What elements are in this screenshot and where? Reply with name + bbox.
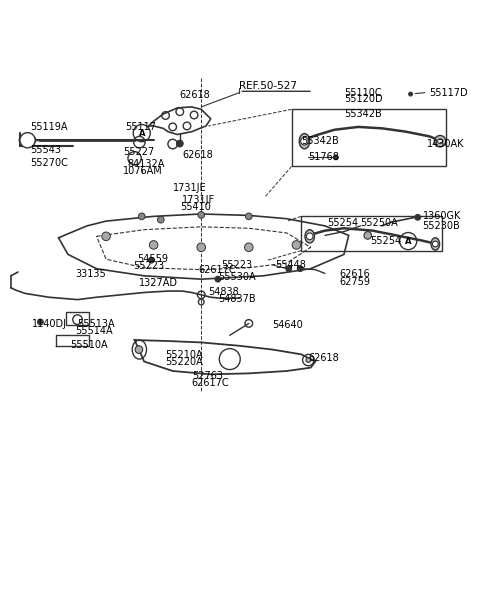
Circle shape bbox=[198, 211, 204, 218]
Text: 1327AD: 1327AD bbox=[139, 278, 179, 288]
Text: 55250A: 55250A bbox=[360, 219, 398, 228]
Text: 62618: 62618 bbox=[182, 150, 213, 159]
Text: 55254: 55254 bbox=[370, 236, 401, 246]
Text: 55230B: 55230B bbox=[422, 221, 460, 231]
Circle shape bbox=[408, 92, 412, 96]
Circle shape bbox=[438, 139, 443, 144]
Text: 62759: 62759 bbox=[339, 277, 370, 286]
Text: 55513A: 55513A bbox=[77, 320, 115, 329]
Text: 54838: 54838 bbox=[208, 288, 239, 298]
Text: 62617C: 62617C bbox=[199, 265, 237, 275]
Text: 55342B: 55342B bbox=[344, 109, 382, 119]
Text: 55530A: 55530A bbox=[218, 272, 255, 282]
Circle shape bbox=[148, 257, 154, 263]
Circle shape bbox=[20, 133, 35, 148]
Text: 55510A: 55510A bbox=[71, 340, 108, 350]
Text: 54559: 54559 bbox=[137, 254, 168, 264]
Circle shape bbox=[297, 266, 303, 272]
Text: 55543: 55543 bbox=[30, 145, 61, 155]
Text: 62618: 62618 bbox=[308, 353, 339, 362]
Text: 1731JE: 1731JE bbox=[173, 183, 206, 193]
Circle shape bbox=[215, 276, 221, 282]
Text: 84132A: 84132A bbox=[128, 159, 165, 169]
Text: 55227: 55227 bbox=[123, 147, 154, 157]
Text: 1140DJ: 1140DJ bbox=[32, 320, 67, 329]
Circle shape bbox=[306, 358, 311, 362]
Circle shape bbox=[286, 266, 292, 272]
Text: 62617C: 62617C bbox=[192, 378, 229, 388]
Text: 1731JF: 1731JF bbox=[182, 194, 216, 205]
Ellipse shape bbox=[431, 238, 440, 250]
Text: 55117: 55117 bbox=[125, 122, 156, 132]
Text: 55223: 55223 bbox=[133, 262, 165, 271]
Text: 55119A: 55119A bbox=[30, 122, 67, 132]
Circle shape bbox=[157, 216, 164, 223]
Text: A: A bbox=[405, 237, 411, 246]
Text: 55110C: 55110C bbox=[344, 88, 382, 98]
Circle shape bbox=[244, 243, 253, 251]
Text: 55254: 55254 bbox=[327, 217, 359, 228]
Circle shape bbox=[292, 240, 300, 249]
Text: 55220A: 55220A bbox=[166, 358, 204, 367]
Ellipse shape bbox=[299, 133, 310, 149]
Text: 55223: 55223 bbox=[221, 260, 252, 270]
Text: 62616: 62616 bbox=[339, 269, 370, 280]
Circle shape bbox=[432, 241, 438, 247]
Circle shape bbox=[245, 213, 252, 220]
Circle shape bbox=[306, 233, 313, 240]
Text: A: A bbox=[139, 129, 145, 138]
Text: 55210A: 55210A bbox=[166, 350, 203, 361]
Text: 55448: 55448 bbox=[275, 260, 306, 270]
Circle shape bbox=[434, 135, 446, 147]
Circle shape bbox=[300, 137, 308, 145]
Text: 33135: 33135 bbox=[75, 269, 106, 280]
Bar bbox=[292, 109, 446, 166]
Bar bbox=[66, 312, 89, 325]
Circle shape bbox=[364, 231, 372, 239]
Text: 55270C: 55270C bbox=[30, 158, 68, 167]
Circle shape bbox=[102, 232, 110, 240]
Text: 1360GK: 1360GK bbox=[422, 211, 461, 221]
Text: 52763: 52763 bbox=[192, 371, 223, 381]
Text: 54837B: 54837B bbox=[218, 294, 255, 304]
Text: 51768: 51768 bbox=[308, 152, 339, 162]
Text: 62618: 62618 bbox=[180, 90, 211, 100]
Ellipse shape bbox=[19, 135, 36, 146]
Circle shape bbox=[135, 345, 143, 353]
Circle shape bbox=[197, 243, 205, 251]
Circle shape bbox=[177, 140, 183, 147]
Text: 55410: 55410 bbox=[180, 202, 211, 212]
Circle shape bbox=[415, 214, 420, 220]
Text: 55120D: 55120D bbox=[344, 94, 383, 104]
Text: REF.50-527: REF.50-527 bbox=[240, 80, 297, 91]
Bar bbox=[301, 216, 442, 251]
Circle shape bbox=[149, 240, 158, 249]
Circle shape bbox=[138, 213, 145, 220]
Ellipse shape bbox=[305, 230, 314, 243]
Circle shape bbox=[334, 155, 338, 159]
Text: 55514A: 55514A bbox=[75, 327, 113, 336]
Text: 55117D: 55117D bbox=[430, 88, 468, 98]
Text: 1076AM: 1076AM bbox=[123, 165, 162, 176]
Circle shape bbox=[37, 319, 43, 325]
Text: 1430AK: 1430AK bbox=[427, 139, 465, 149]
Text: 55342B: 55342B bbox=[301, 136, 339, 146]
Text: 54640: 54640 bbox=[273, 320, 303, 330]
